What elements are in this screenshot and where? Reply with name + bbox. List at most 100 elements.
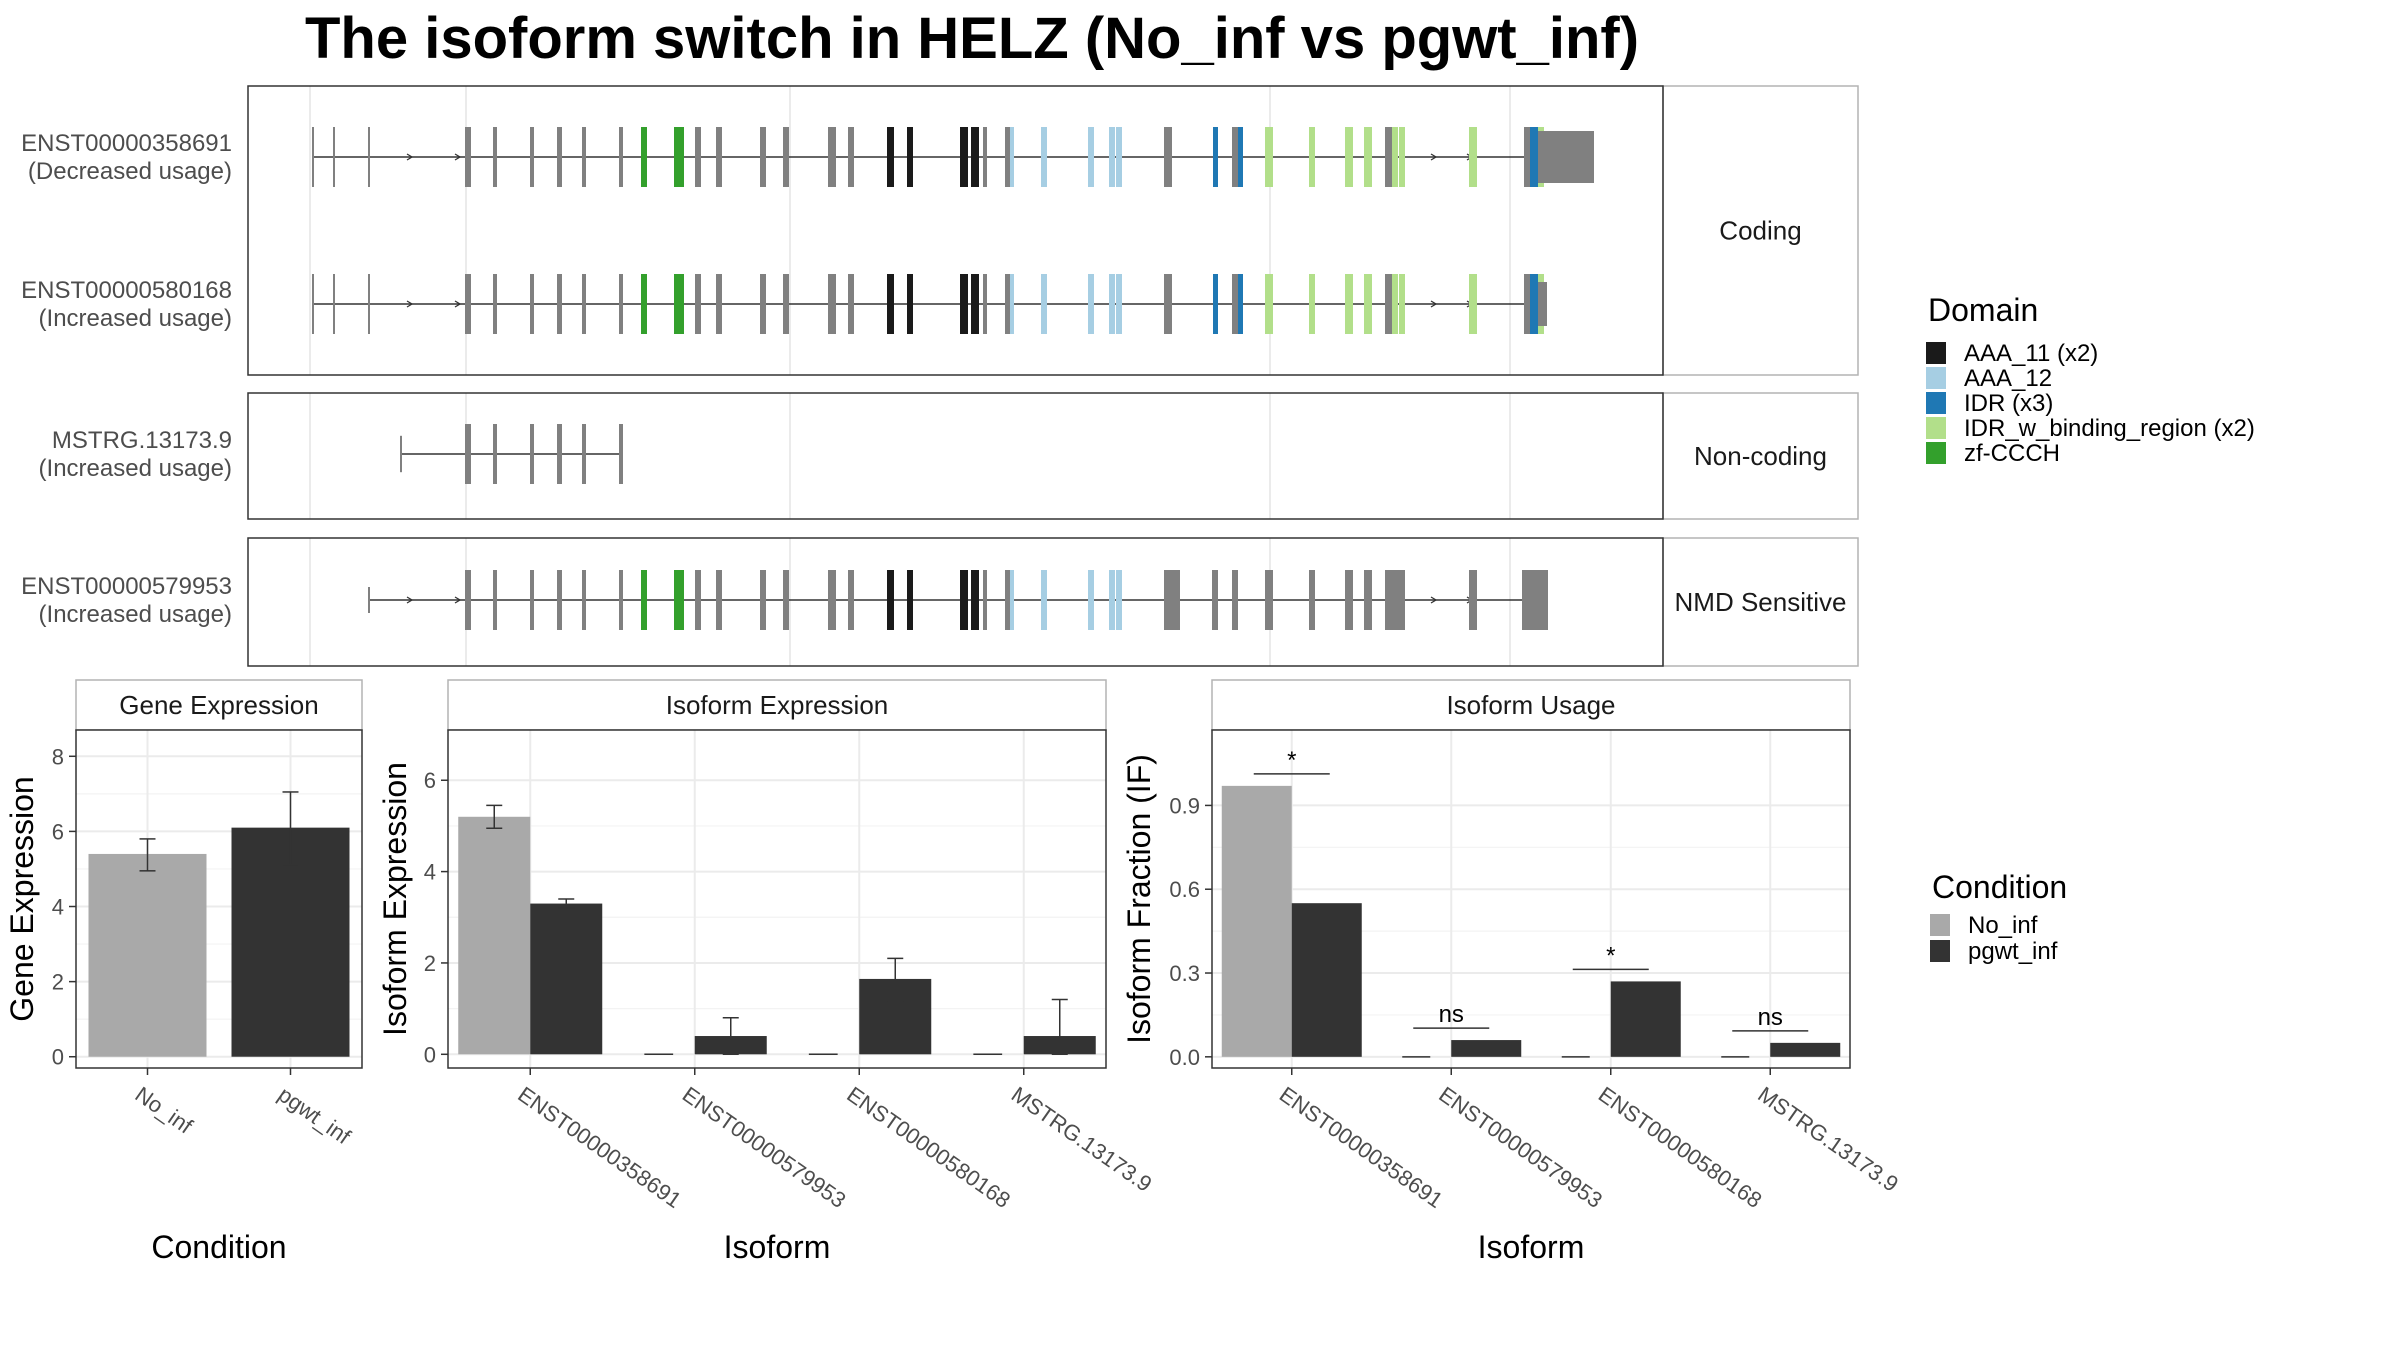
- exon: [465, 274, 471, 334]
- domain-segment: [1364, 127, 1372, 187]
- facet-title: Isoform Expression: [666, 690, 889, 720]
- exon: [760, 127, 766, 187]
- exon: [1164, 570, 1180, 630]
- exon: [983, 127, 987, 187]
- transcript-id-label: ENST00000579953: [21, 573, 232, 600]
- legend-key: [1930, 914, 1950, 936]
- domain-segment: [1010, 127, 1014, 187]
- exon: [557, 274, 562, 334]
- exon: [582, 424, 586, 484]
- domain-segment: [1010, 274, 1014, 334]
- panel-border: [247, 85, 1664, 376]
- exon: [465, 570, 471, 630]
- y-axis-title: Isoform Fraction (IF): [1121, 754, 1157, 1044]
- exon: [828, 274, 836, 334]
- domain-segment: [1345, 127, 1353, 187]
- transcript-id-label: ENST00000580168: [21, 277, 232, 304]
- transcript-usage-label: (Increased usage): [39, 305, 232, 332]
- legend-key: [1930, 940, 1950, 962]
- exon: [1005, 274, 1010, 334]
- bar: [1451, 1040, 1522, 1057]
- facet-strip: [1662, 537, 1859, 667]
- panel-border: [247, 392, 1664, 520]
- y-tick-label: 0.6: [1169, 877, 1200, 902]
- exon: [828, 570, 836, 630]
- exon: [1164, 274, 1172, 334]
- exon: [530, 570, 534, 630]
- x-tick-label: ENST00000358691: [1275, 1082, 1448, 1213]
- direction-arrow: [454, 153, 462, 161]
- facet-strip: [75, 679, 363, 731]
- significance-label: *: [1287, 747, 1296, 774]
- exon: [465, 424, 471, 484]
- plot-border: [75, 729, 363, 1069]
- y-axis-title: Gene Expression: [4, 776, 40, 1021]
- x-axis-title: Isoform: [1478, 1229, 1585, 1265]
- y-axis-title: Isoform Expression: [377, 762, 413, 1036]
- exon: [983, 570, 987, 630]
- exon: [848, 570, 854, 630]
- y-tick-label: 0: [424, 1042, 436, 1067]
- x-tick-label: pgwt_inf: [274, 1082, 356, 1150]
- exon: [983, 274, 987, 334]
- direction-arrow: [1430, 596, 1438, 604]
- transcript-usage-label: (Increased usage): [39, 601, 232, 628]
- facet-label-nmd-sensitive: NMD Sensitive: [1675, 587, 1847, 617]
- exon: [783, 570, 789, 630]
- exon: [1232, 127, 1238, 187]
- exon: [716, 127, 722, 187]
- exon: [848, 274, 854, 334]
- exon: [619, 127, 623, 187]
- domain-segment: [1041, 127, 1047, 187]
- direction-arrow: [406, 300, 414, 308]
- y-tick-label: 2: [424, 951, 436, 976]
- direction-arrow: [406, 153, 414, 161]
- exon: [760, 570, 766, 630]
- exon: [368, 127, 370, 187]
- plot-border: [1211, 729, 1851, 1069]
- legend-label: IDR_w_binding_region (x2): [1964, 415, 2255, 442]
- domain-segment: [960, 570, 968, 630]
- domain-segment: [641, 127, 647, 187]
- exon: [1385, 274, 1392, 334]
- x-axis-title: Isoform: [724, 1229, 831, 1265]
- legend-label: AAA_12: [1964, 365, 2052, 392]
- transcript-usage-label: (Decreased usage): [28, 158, 232, 185]
- exon: [557, 127, 562, 187]
- direction-arrow: [454, 300, 462, 308]
- utr-exon: [1538, 282, 1547, 326]
- bar: [530, 903, 603, 1055]
- domain-segment: [971, 127, 979, 187]
- y-tick-label: 4: [424, 860, 436, 885]
- legend-label: No_inf: [1968, 912, 2038, 939]
- isoform-expression-chart: Isoform Expression0246ENST00000358691ENS…: [377, 679, 1156, 1265]
- exon: [493, 570, 497, 630]
- facet-strip: [1211, 679, 1851, 731]
- exon: [1005, 127, 1010, 187]
- domain-segment: [641, 274, 647, 334]
- exon: [1469, 570, 1477, 630]
- domain-segment: [1010, 570, 1014, 630]
- x-tick-label: ENST00000580168: [842, 1082, 1015, 1213]
- isoform-usage-chart: Isoform Usage * ns * ns 0.0 0.3 0.6 0.9 ENST00000…: [1121, 679, 1903, 1265]
- facet-strip: [447, 679, 1107, 731]
- exon: [1232, 274, 1238, 334]
- domain-segment: [641, 570, 647, 630]
- domain-segment: [1238, 127, 1243, 187]
- legend-label: pgwt_inf: [1968, 938, 2058, 965]
- exon: [493, 127, 497, 187]
- transcript-usage-label: (Increased usage): [39, 455, 232, 482]
- exon: [1265, 570, 1273, 630]
- facet-label-coding: Coding: [1719, 216, 1801, 246]
- direction-arrow: [454, 596, 462, 604]
- direction-arrow: [1430, 153, 1438, 161]
- exon: [530, 424, 534, 484]
- exon: [493, 274, 497, 334]
- exon: [695, 274, 701, 334]
- y-tick-label: 0.9: [1169, 793, 1200, 818]
- facet-title: Gene Expression: [119, 690, 318, 720]
- domain-segment: [674, 127, 684, 187]
- y-tick-label: 0.0: [1169, 1045, 1200, 1070]
